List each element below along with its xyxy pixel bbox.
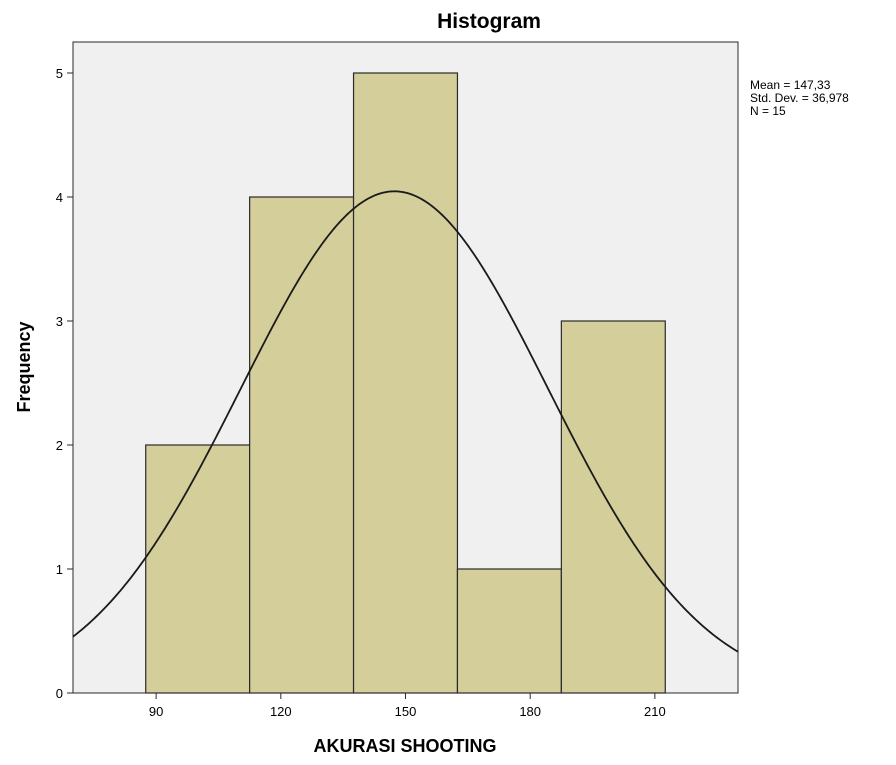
x-tick-label: 180 bbox=[519, 704, 541, 719]
y-tick-label: 2 bbox=[56, 438, 63, 453]
histogram-bar-2 bbox=[249, 196, 355, 694]
y-axis: 0 1 2 3 4 5 bbox=[56, 66, 73, 701]
stat-line-1: Mean = 147,33 bbox=[750, 78, 831, 92]
y-tick-label: 3 bbox=[56, 314, 63, 329]
y-tick-label: 0 bbox=[56, 686, 63, 701]
y-tick-label: 1 bbox=[56, 562, 63, 577]
x-tick-label: 120 bbox=[270, 704, 292, 719]
histogram-bar-3 bbox=[352, 72, 459, 694]
y-tick-label: 4 bbox=[56, 190, 63, 205]
x-axis: 90 120 150 180 210 bbox=[149, 693, 666, 719]
histogram-bar-4 bbox=[456, 568, 562, 694]
histogram-bar-5 bbox=[560, 320, 666, 694]
y-axis-label: Frequency bbox=[14, 321, 34, 412]
bars-group bbox=[145, 72, 666, 694]
x-tick-label: 150 bbox=[395, 704, 417, 719]
y-tick-label: 5 bbox=[56, 66, 63, 81]
x-tick-label: 210 bbox=[644, 704, 666, 719]
x-axis-label: AKURASI SHOOTING bbox=[313, 736, 496, 756]
x-tick-label: 90 bbox=[149, 704, 163, 719]
normal-curve bbox=[72, 190, 739, 653]
chart-title: Histogram bbox=[437, 10, 541, 33]
stat-line-3: N = 15 bbox=[750, 104, 786, 118]
histogram-bar-1 bbox=[145, 444, 251, 694]
stat-line-2: Std. Dev. = 36,978 bbox=[750, 91, 849, 105]
